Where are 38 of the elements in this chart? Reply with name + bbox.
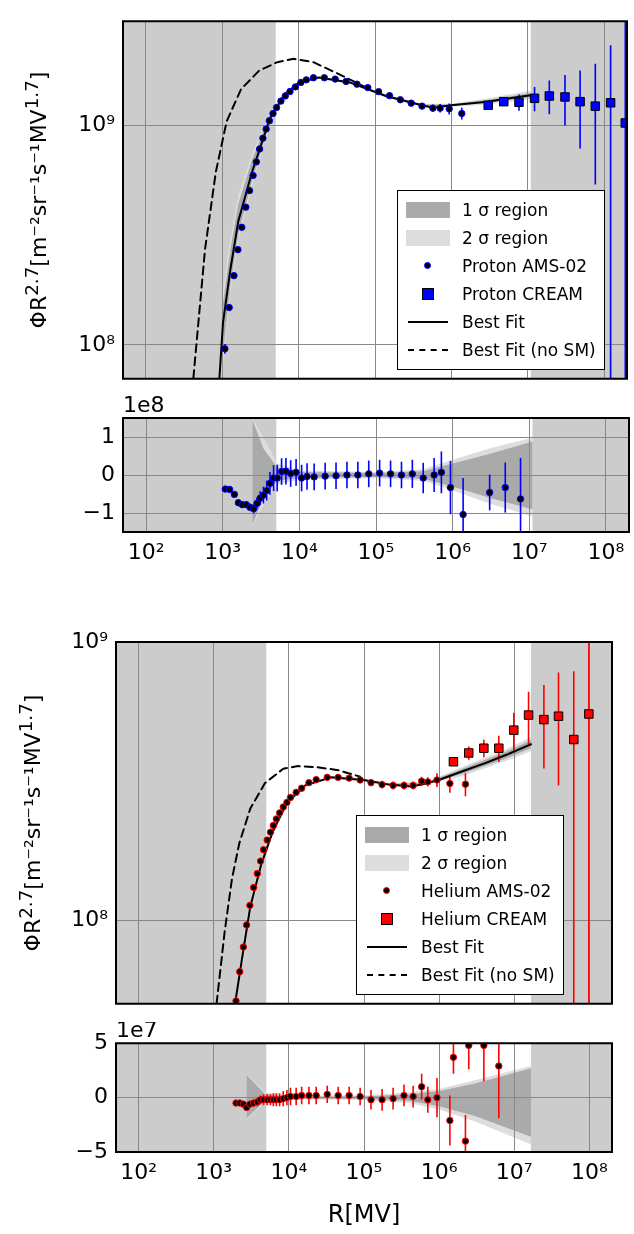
y-tick-label: 0 bbox=[101, 460, 115, 486]
x-tick-label: 10³ bbox=[195, 1158, 233, 1184]
y-tick-label: −1 bbox=[82, 498, 115, 524]
x-tick-label: 10⁵ bbox=[345, 1158, 383, 1184]
legend-label: 1 σ region bbox=[421, 824, 508, 845]
y-tick-label: 0 bbox=[94, 1083, 108, 1109]
x-axis-title: R[MV] bbox=[327, 1199, 401, 1228]
x-tick-label: 10⁶ bbox=[420, 1158, 458, 1184]
y-tick-label: −5 bbox=[75, 1137, 108, 1163]
x-tick-label: 10⁶ bbox=[434, 538, 472, 564]
x-tick-label: 10⁸ bbox=[570, 1158, 608, 1184]
legend-label: Proton CREAM bbox=[462, 283, 583, 304]
x-tick-label: 10⁷ bbox=[510, 538, 548, 564]
y-tick-label: 5 bbox=[94, 1028, 108, 1054]
x-tick-label: 10⁵ bbox=[357, 538, 395, 564]
legend-label: 2 σ region bbox=[462, 227, 549, 248]
x-tick-label: 10³ bbox=[204, 538, 242, 564]
legend-label: Best Fit (no SM) bbox=[421, 964, 555, 985]
x-tick-label: 10² bbox=[127, 538, 165, 564]
legend-label: 2 σ region bbox=[421, 852, 508, 873]
y-tick-label: 10⁸ bbox=[78, 330, 116, 356]
x-tick-label: 10² bbox=[120, 1158, 158, 1184]
legend-label: 1 σ region bbox=[462, 199, 549, 220]
legend-label: Proton AMS-02 bbox=[462, 255, 588, 276]
legend-label: Best Fit bbox=[462, 311, 525, 332]
text: 1e8 bbox=[123, 391, 165, 417]
y-tick-label: 10⁸ bbox=[71, 905, 109, 931]
y-tick-label: 1 bbox=[101, 422, 115, 448]
x-tick-label: 10⁷ bbox=[495, 1158, 533, 1184]
x-tick-label: 10⁸ bbox=[587, 538, 625, 564]
legend-label: Best Fit (no SM) bbox=[462, 339, 596, 360]
legend-label: Helium AMS-02 bbox=[421, 880, 552, 901]
y-tick-label: 10⁹ bbox=[71, 627, 108, 653]
x-tick-label: 10⁴ bbox=[280, 538, 318, 564]
legend-label: Best Fit bbox=[421, 936, 484, 957]
x-tick-label: 10⁴ bbox=[270, 1158, 308, 1184]
legend-label: Helium CREAM bbox=[421, 908, 548, 929]
y-tick-label: 10⁹ bbox=[78, 111, 115, 137]
